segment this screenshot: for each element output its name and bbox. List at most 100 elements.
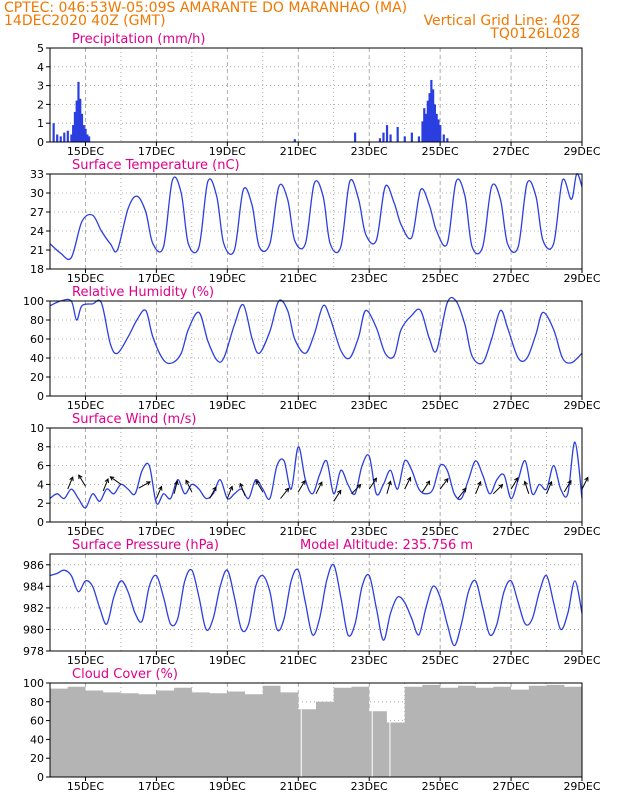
wind-arrow [492, 483, 504, 495]
x-tick-label: 19DEC [209, 525, 246, 538]
precip-bar [430, 79, 433, 142]
wind-arrow-head [104, 477, 110, 483]
panel-title: Cloud Cover (%) [72, 667, 178, 682]
wind-arrow [255, 479, 264, 493]
precip-bar [86, 134, 89, 142]
precip-bar [403, 136, 406, 142]
precip-bar [84, 128, 87, 142]
panel-frame [49, 553, 583, 652]
header-model-code: TQ0126L028 [489, 26, 580, 42]
wind-arrow [280, 487, 290, 499]
wind-arrow-head [498, 483, 504, 489]
precip-bar [417, 136, 421, 142]
x-tick-label: 29DEC [563, 145, 600, 158]
y-tick-label: 30 [30, 187, 44, 200]
panel-title: Relative Humidity (%) [72, 285, 214, 300]
precip-bar [88, 136, 91, 142]
precip-bar [439, 125, 442, 142]
y-tick-label: 0 [37, 516, 44, 529]
x-tick-label: 23DEC [351, 272, 388, 285]
wind-arrow-head [356, 483, 362, 489]
header-grid-note: Vertical Grid Line: 40Z [424, 13, 580, 29]
x-tick-label: 17DEC [138, 780, 175, 793]
x-tick-label: 21DEC [280, 525, 317, 538]
x-tick-label: 25DEC [422, 525, 459, 538]
y-tick-label: 3 [37, 80, 44, 93]
precip-bar [389, 134, 392, 142]
y-tick-label: 80 [30, 696, 44, 709]
wind-arrow-head [387, 480, 392, 486]
x-tick-label: 17DEC [138, 272, 175, 285]
wind-arrow-head [301, 479, 306, 485]
wind-arrow-head [284, 487, 290, 493]
wind-arrow-shaft [280, 488, 290, 499]
precip-bar [432, 89, 435, 142]
precip-bar [442, 134, 445, 142]
precip-bar [72, 125, 75, 142]
panel-title: Surface Temperature (nC) [72, 158, 240, 173]
x-tick-label: 21DEC [280, 272, 317, 285]
x-tick-label: 23DEC [351, 780, 388, 793]
wind-arrow-shaft [185, 480, 193, 493]
precip-bar [410, 132, 413, 142]
x-tick-label: 25DEC [422, 399, 459, 412]
y-tick-label: 984 [23, 580, 44, 593]
wind-arrow-shaft [351, 484, 362, 495]
y-tick-label: 24 [30, 225, 44, 238]
x-tick-label: 27DEC [493, 654, 530, 667]
y-tick-label: 5 [37, 42, 44, 55]
wind-arrow [173, 480, 179, 494]
y-tick-label: 20 [30, 371, 44, 384]
wind-arrow-shaft [333, 490, 342, 502]
panel-frame [49, 173, 583, 270]
wind-arrow [209, 486, 217, 499]
wind-arrow-head [318, 481, 323, 487]
y-tick-label: 980 [23, 623, 44, 636]
x-tick-label: 15DEC [67, 780, 104, 793]
x-tick-label: 27DEC [493, 145, 530, 158]
x-tick-label: 21DEC [280, 780, 317, 793]
x-tick-label: 25DEC [422, 145, 459, 158]
panel-title: Surface Wind (m/s) [72, 412, 196, 427]
x-tick-label: 15DEC [67, 399, 104, 412]
wind-arrow-shaft [475, 481, 482, 494]
y-tick-label: 0 [37, 771, 44, 784]
wind-arrow-shaft [421, 480, 431, 493]
wind-arrow-head [372, 477, 377, 483]
wind-arrow-shaft [226, 486, 233, 499]
precip-bar [382, 132, 385, 142]
wind-arrow-shaft [110, 476, 122, 485]
panel-title: Precipitation (mm/h) [72, 32, 205, 47]
x-tick-label: 25DEC [422, 780, 459, 793]
x-tick-label: 27DEC [493, 525, 530, 538]
header-date: 14DEC2020 40Z (GMT) [4, 13, 166, 29]
wind-arrow-head [185, 479, 190, 485]
wind-arrow-shaft [368, 478, 377, 490]
wind-arrow-shaft [67, 476, 74, 490]
wind-arrow-head [477, 480, 482, 486]
wind-arrow [333, 489, 342, 502]
y-tick-label: 1 [37, 117, 44, 130]
precip-bar [79, 98, 82, 142]
y-tick-label: 100 [23, 295, 44, 308]
wind-arrow-shaft [386, 481, 391, 494]
wind-arrow-shaft [315, 481, 323, 495]
panel-humidity: Relative Humidity (%) 0 20 40 60 80 100 15DEC 17… [23, 285, 601, 412]
wind-arrow [67, 476, 74, 490]
x-tick-label: 23DEC [351, 145, 388, 158]
precip-bar [385, 125, 389, 142]
wind-arrow [457, 487, 467, 499]
wind-arrow-head [212, 486, 217, 492]
wind-arrow-head [158, 485, 163, 491]
header-line1: CPTEC: 046:53W-05:09S AMARANTE DO MARANH… [4, 0, 407, 16]
x-tick-label: 25DEC [422, 654, 459, 667]
x-tick-label: 15DEC [67, 525, 104, 538]
x-tick-label: 29DEC [563, 780, 600, 793]
x-tick-label: 17DEC [138, 399, 175, 412]
x-tick-label: 19DEC [209, 780, 246, 793]
y-tick-label: 40 [30, 352, 44, 365]
wind-arrow [226, 485, 234, 499]
wind-arrow-head [255, 479, 260, 485]
panel-frame [49, 682, 583, 778]
panel-frame [49, 300, 583, 397]
